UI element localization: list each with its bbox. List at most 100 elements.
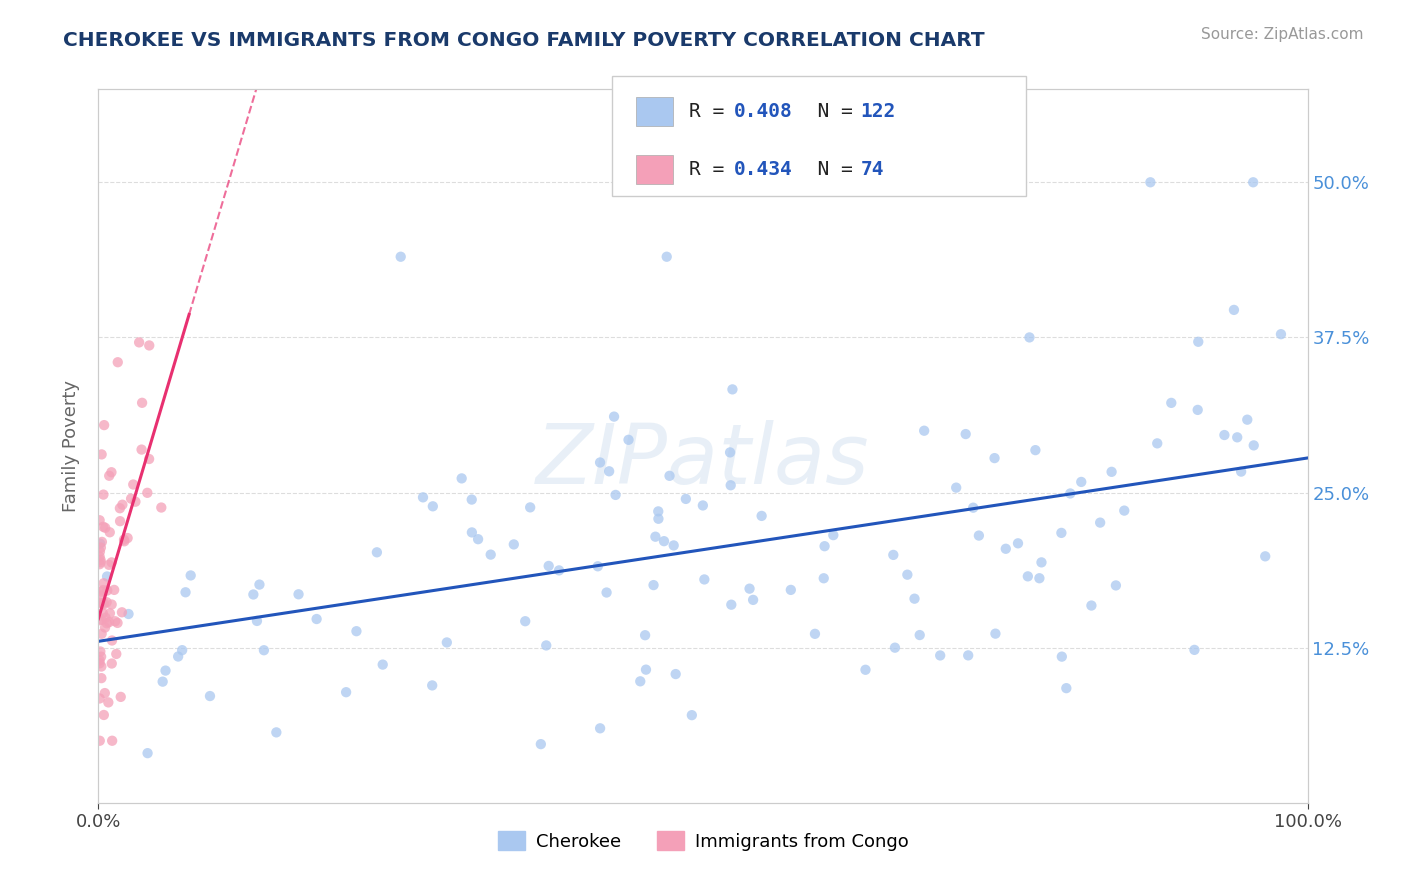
Point xyxy=(112,534,135,549)
Point xyxy=(103,582,125,597)
Point xyxy=(389,250,412,264)
Point xyxy=(779,582,801,597)
Point xyxy=(335,685,357,699)
Point xyxy=(136,746,159,760)
Point xyxy=(128,335,150,350)
Point xyxy=(422,500,444,514)
Point xyxy=(117,531,139,545)
Text: R =: R = xyxy=(689,103,735,121)
Point xyxy=(93,598,115,612)
Point xyxy=(1230,465,1253,479)
Point xyxy=(595,585,617,599)
Point xyxy=(1050,649,1073,664)
Y-axis label: Family Poverty: Family Poverty xyxy=(62,380,80,512)
Point xyxy=(598,464,620,478)
Point xyxy=(1270,327,1292,342)
Point xyxy=(94,521,117,535)
Point xyxy=(955,427,977,442)
Point xyxy=(136,485,159,500)
Point xyxy=(96,595,118,609)
Point xyxy=(287,587,309,601)
Point xyxy=(652,534,675,549)
Text: CHEROKEE VS IMMIGRANTS FROM CONGO FAMILY POVERTY CORRELATION CHART: CHEROKEE VS IMMIGRANTS FROM CONGO FAMILY… xyxy=(63,31,984,50)
Point xyxy=(167,649,190,664)
Point xyxy=(174,585,197,599)
Point xyxy=(605,488,627,502)
Point xyxy=(586,559,609,574)
Point xyxy=(94,611,117,625)
Point xyxy=(1101,465,1123,479)
Point xyxy=(983,451,1005,466)
Point xyxy=(813,539,835,553)
Point xyxy=(515,614,537,628)
Point xyxy=(101,733,124,747)
Point xyxy=(718,445,741,459)
Point xyxy=(536,639,558,653)
Point xyxy=(138,452,160,467)
Point xyxy=(96,569,118,583)
Point xyxy=(1080,599,1102,613)
Text: 0.408: 0.408 xyxy=(734,103,793,121)
Point xyxy=(89,657,111,671)
Point xyxy=(138,338,160,352)
Point xyxy=(90,584,112,599)
Point xyxy=(89,544,111,558)
Point xyxy=(1139,175,1161,189)
Point xyxy=(305,612,328,626)
Point xyxy=(1241,175,1264,189)
Point xyxy=(1017,569,1039,583)
Point xyxy=(1088,516,1111,530)
Point xyxy=(1050,525,1073,540)
Point xyxy=(94,621,117,635)
Point xyxy=(89,613,111,627)
Point xyxy=(1028,571,1050,585)
Point xyxy=(246,614,269,628)
Point xyxy=(1236,412,1258,426)
Point xyxy=(655,250,678,264)
Point xyxy=(634,628,657,642)
Point xyxy=(180,568,202,582)
Point xyxy=(93,596,115,610)
Point xyxy=(101,633,124,648)
Point xyxy=(98,468,121,483)
Point xyxy=(908,628,931,642)
Point xyxy=(98,525,121,540)
Point xyxy=(89,536,111,550)
Point xyxy=(647,512,669,526)
Point xyxy=(742,593,765,607)
Point xyxy=(617,433,640,447)
Text: 0.434: 0.434 xyxy=(734,161,793,179)
Point xyxy=(450,471,472,485)
Point xyxy=(91,583,114,598)
Point xyxy=(721,383,744,397)
Point xyxy=(502,537,524,551)
Point xyxy=(131,442,153,457)
Text: N =: N = xyxy=(794,103,865,121)
Point xyxy=(665,667,688,681)
Point xyxy=(1105,578,1128,592)
Point xyxy=(537,558,560,573)
Legend: Cherokee, Immigrants from Congo: Cherokee, Immigrants from Congo xyxy=(491,824,915,858)
Point xyxy=(1184,643,1206,657)
Point xyxy=(120,491,142,506)
Point xyxy=(90,553,112,567)
Point xyxy=(823,528,845,542)
Point xyxy=(1031,555,1053,569)
Point xyxy=(131,396,153,410)
Point xyxy=(903,591,925,606)
Point xyxy=(100,555,122,569)
Point xyxy=(371,657,394,672)
Point xyxy=(1146,436,1168,450)
Point xyxy=(150,500,173,515)
Point xyxy=(346,624,368,639)
Point xyxy=(467,532,489,546)
Point xyxy=(93,487,115,501)
Point xyxy=(1024,443,1046,458)
Point xyxy=(124,494,146,508)
Point xyxy=(100,465,122,479)
Point xyxy=(111,498,134,512)
Point xyxy=(1007,536,1029,550)
Point xyxy=(412,491,434,505)
Point xyxy=(96,583,118,598)
Point xyxy=(98,607,121,621)
